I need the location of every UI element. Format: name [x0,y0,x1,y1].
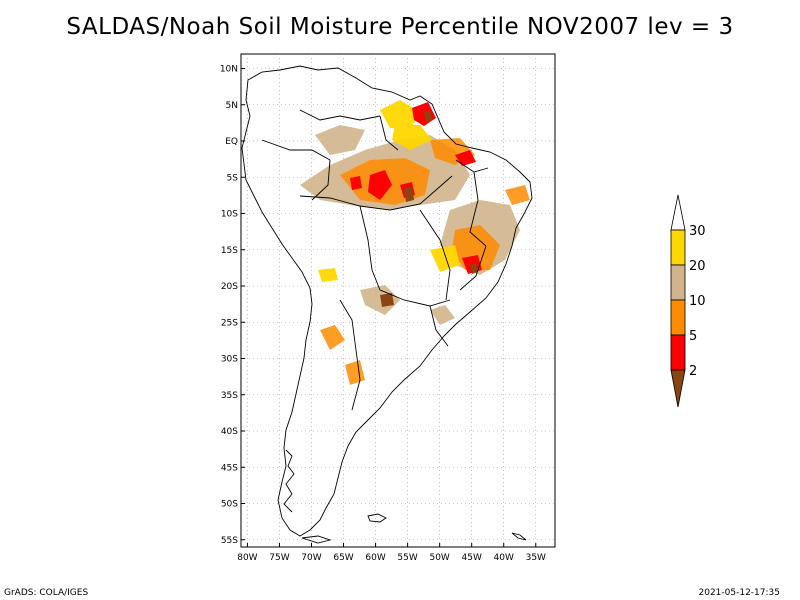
colorbar-segment [670,264,686,301]
footer-timestamp: 2021-05-12-17:35 [698,588,781,598]
lon-tick-label: 45W [462,553,482,563]
colorbar-label: 20 [689,259,706,274]
lon-tick-label: 75W [269,553,289,563]
footer-credit: GrADS: COLA/IGES [4,588,89,598]
longitude-axis: 80W 75W 70W 65W 60W 55W 50W 45W 40W 35W [237,543,546,563]
colorbar-segment [670,299,686,336]
colorbar-label: 10 [689,294,706,309]
lon-tick-label: 40W [494,553,514,563]
lat-tick-label: 10S [221,210,238,220]
lat-tick-label: 25S [221,318,238,328]
colorbar-label: 5 [689,329,697,344]
lat-tick-label: 50S [221,500,238,510]
colorbar-segment [670,334,686,371]
soil-moisture-field [300,100,530,385]
lat-tick-label: EQ [225,137,238,147]
lon-tick-label: 70W [301,553,321,563]
colorbar-bottom-triangle [670,369,686,408]
lon-tick-label: 55W [397,553,417,563]
colorbar-top-triangle [670,194,686,231]
colorbar-label: 30 [689,224,706,239]
continent-outline [241,65,533,544]
lon-tick-label: 60W [365,553,385,563]
lat-tick-label: 10N [220,65,238,75]
lat-tick-label: 40S [221,427,238,437]
lat-tick-label: 15S [221,246,238,256]
latitude-axis: 10N 5N EQ 5S 10S 15S 20S 25S 30S 35S 40S 45S 50S 55S [220,65,245,546]
colorbar-segment [670,229,686,266]
lat-tick-label: 5N [226,101,238,111]
lat-tick-label: 20S [221,282,238,292]
lon-tick-label: 50W [429,553,449,563]
map-title: SALDAS/Noah Soil Moisture Percentile NOV… [66,14,734,40]
colorbar: 30 20 10 5 2 [670,194,706,408]
lon-tick-label: 65W [333,553,353,563]
lon-tick-label: 35W [526,553,546,563]
lat-tick-label: 35S [221,391,238,401]
lat-tick-label: 30S [221,355,238,365]
lat-tick-label: 55S [221,536,238,546]
lat-tick-label: 45S [221,463,238,473]
lon-tick-label: 80W [237,553,257,563]
lat-tick-label: 5S [227,173,239,183]
colorbar-label: 2 [689,364,697,379]
